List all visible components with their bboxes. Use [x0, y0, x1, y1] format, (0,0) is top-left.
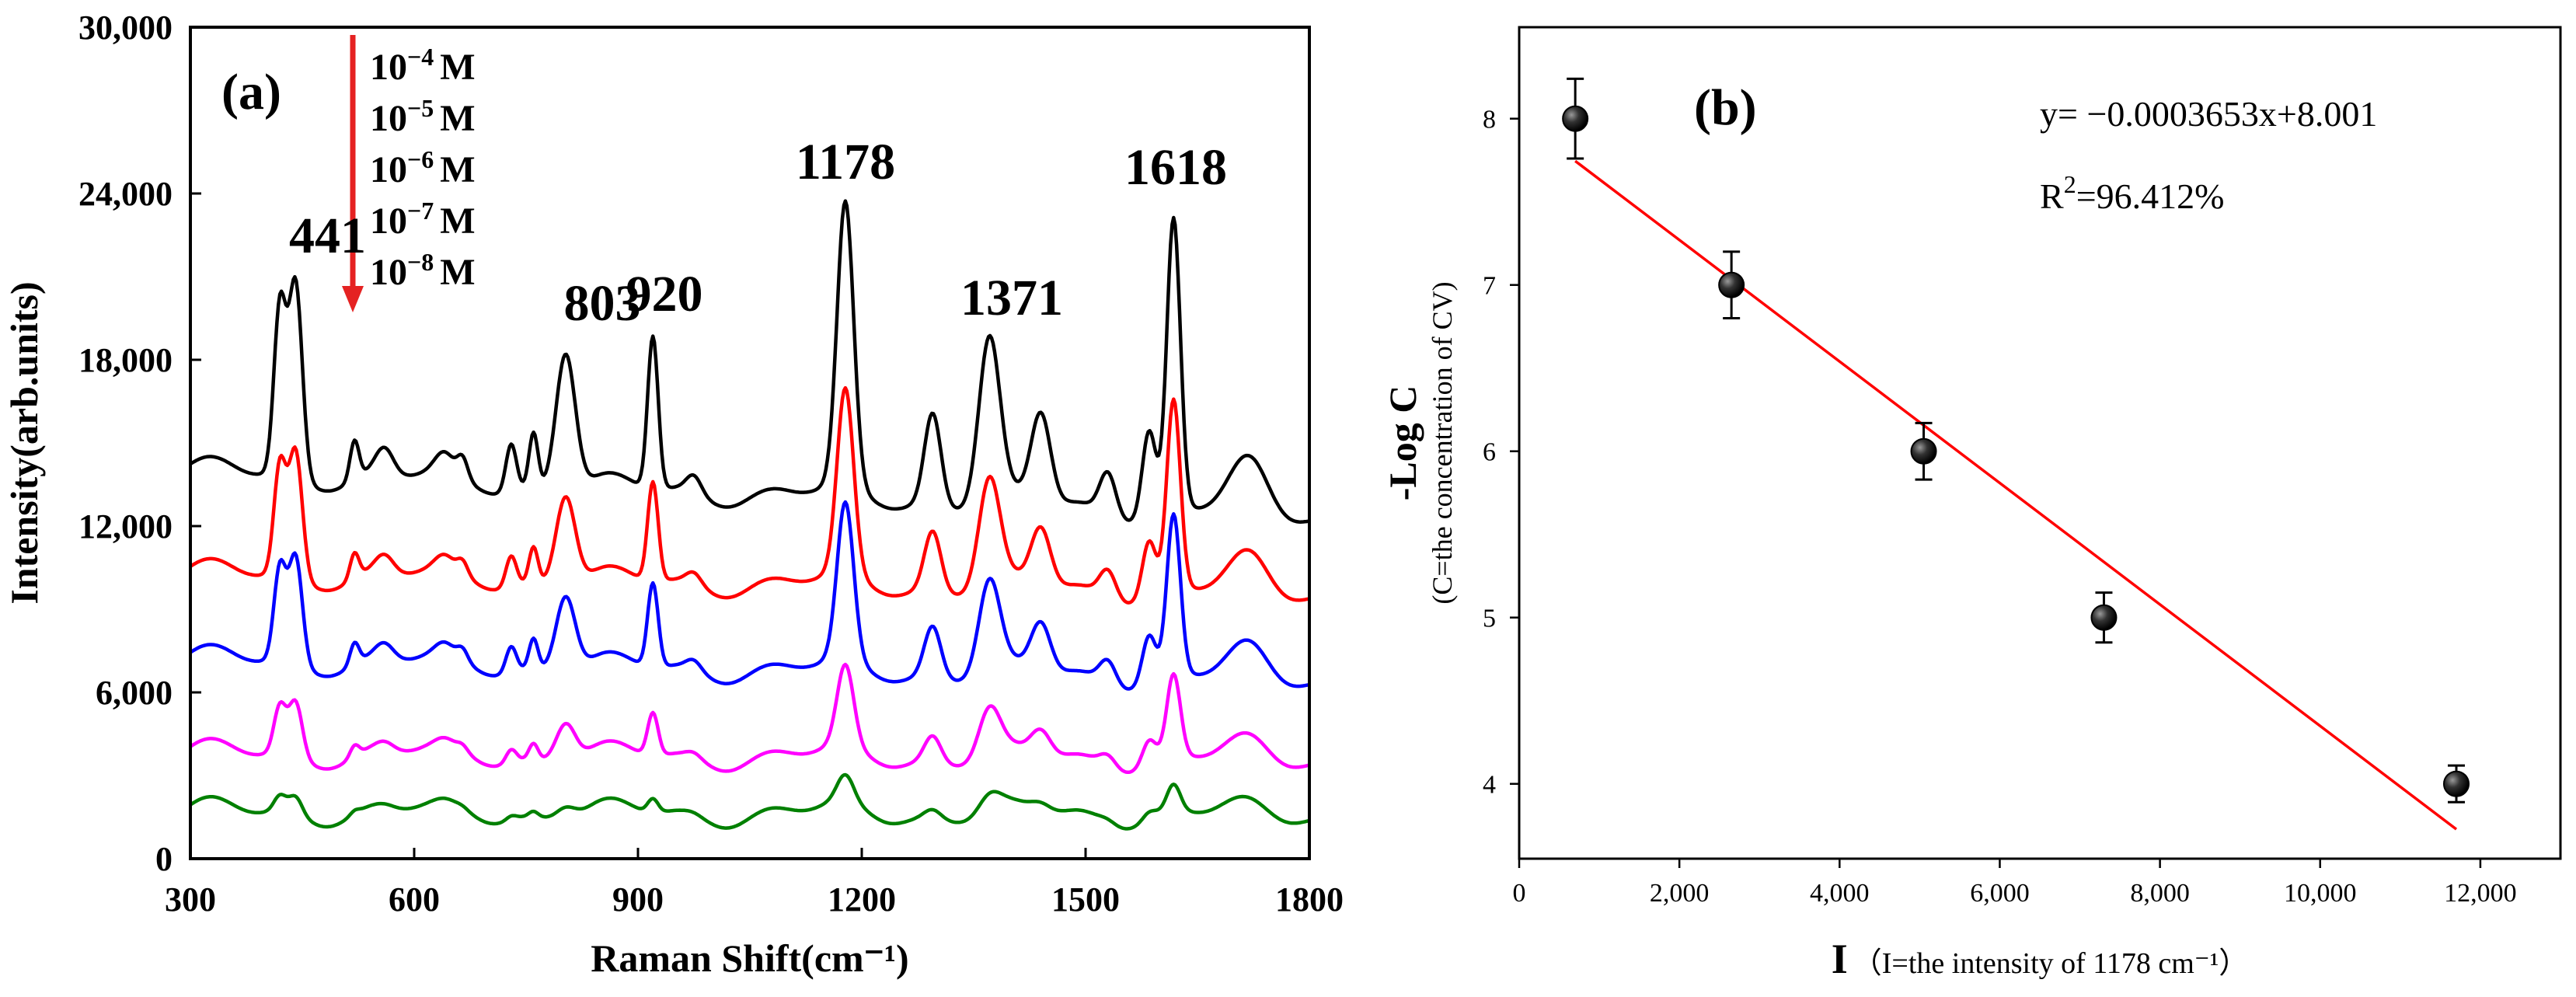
peak-label: 920 — [626, 266, 703, 322]
y-axis-label-b: -Log C — [1381, 385, 1424, 501]
legend-entry: 10−7 M — [370, 197, 476, 242]
legend-entry: 10−4 M — [370, 43, 476, 88]
marker — [2443, 770, 2470, 797]
y-tick-label-b: 8 — [1483, 106, 1496, 134]
x-tick-label-a: 900 — [612, 880, 664, 919]
spectrum-line — [190, 500, 1309, 691]
peak-label: 1371 — [960, 270, 1063, 326]
x-tick-label-a: 300 — [165, 880, 216, 919]
peak-label: 803 — [564, 275, 641, 332]
y-tick-label-a: 12,000 — [78, 507, 173, 546]
y-tick-label-a: 0 — [155, 840, 173, 878]
marker — [1562, 105, 1589, 132]
y-tick-label-b: 5 — [1483, 605, 1496, 633]
y-tick-label-b: 7 — [1483, 272, 1496, 301]
peak-label: 441 — [289, 207, 366, 264]
x-tick-label-b: 2,000 — [1650, 879, 1710, 908]
data-point — [1562, 77, 1589, 160]
fit-line — [1574, 159, 2458, 831]
peak-label: 1618 — [1124, 139, 1227, 196]
x-tick-label-b: 12,000 — [2444, 879, 2517, 908]
x-tick-label-b: 6,000 — [1970, 879, 2030, 908]
data-point — [2090, 591, 2118, 644]
data-point — [1910, 421, 1937, 481]
concentration-legend: 10−4 M 10−5 M 10−6 M 10−7 M 10−8 M — [370, 43, 476, 293]
x-tick-label-a: 1500 — [1051, 880, 1120, 919]
x-tick-label-a: 1800 — [1275, 880, 1344, 919]
y-tick-label-a: 6,000 — [96, 674, 173, 712]
x-tick-label-a: 600 — [389, 880, 440, 919]
spectrum-line — [190, 772, 1309, 831]
y-tick-label-b: 4 — [1483, 771, 1496, 800]
data-point — [2443, 764, 2470, 804]
panel-b: 0 2,000 4,000 6,000 8,000 10,000 12,000 4 5 6 7 8 (… — [1381, 26, 2562, 982]
x-axis-label-a: Raman Shift(cm⁻¹) — [591, 936, 908, 980]
y-tick-label-a: 30,000 — [78, 9, 173, 47]
y-tick-label-a: 18,000 — [78, 341, 173, 379]
y-axis-label-a: Intensity(arb.units) — [2, 281, 46, 604]
legend-entry: 10−8 M — [370, 248, 476, 293]
y-tick-label-b: 6 — [1483, 438, 1496, 467]
x-axis-label-b: I （I=the intensity of 1178 cm⁻¹） — [1832, 936, 2249, 982]
y-axis-note-b: (C=the concentration of CV) — [1427, 281, 1458, 604]
x-tick-label-b: 8,000 — [2130, 879, 2190, 908]
marker — [1718, 271, 1745, 298]
spectra-lines — [190, 199, 1309, 831]
legend-entry: 10−5 M — [370, 94, 476, 139]
panel-label-b: (b) — [1694, 79, 1757, 136]
x-tick-label-a: 1200 — [828, 880, 896, 919]
panel-a: 300 600 900 1200 1500 1800 0 6,000 12,000 18,000 2… — [2, 9, 1344, 980]
r-squared: R2=96.412% — [2040, 170, 2224, 216]
axes-b: 0 2,000 4,000 6,000 8,000 10,000 12,000 4 5 6 7 8 — [1483, 106, 2517, 908]
x-tick-label-b: 0 — [1513, 879, 1526, 908]
plot-frame-a — [189, 26, 1311, 860]
axes-a: 300 600 900 1200 1500 1800 0 6,000 12,000 18,000 2… — [78, 9, 1344, 919]
marker — [2090, 604, 2118, 631]
spectrum-line — [190, 662, 1309, 775]
y-tick-label-a: 24,000 — [78, 175, 173, 213]
data-points — [1562, 77, 2470, 804]
spectrum-line — [190, 385, 1309, 605]
x-tick-label-b: 4,000 — [1810, 879, 1870, 908]
panel-label-a: (a) — [221, 64, 281, 120]
peak-label: 1178 — [796, 134, 895, 190]
concentration-arrow — [342, 35, 364, 312]
plot-frame-b — [1518, 26, 2562, 860]
spectrum-line — [190, 199, 1309, 524]
x-tick-label-b: 10,000 — [2284, 879, 2357, 908]
regression-equation: y= −0.0003653x+8.001 — [2040, 94, 2377, 134]
data-point — [1718, 250, 1745, 319]
marker — [1910, 437, 1937, 465]
legend-entry: 10−6 M — [370, 145, 476, 190]
peak-labels: 441 803 920 1178 1371 1618 — [289, 134, 1227, 332]
